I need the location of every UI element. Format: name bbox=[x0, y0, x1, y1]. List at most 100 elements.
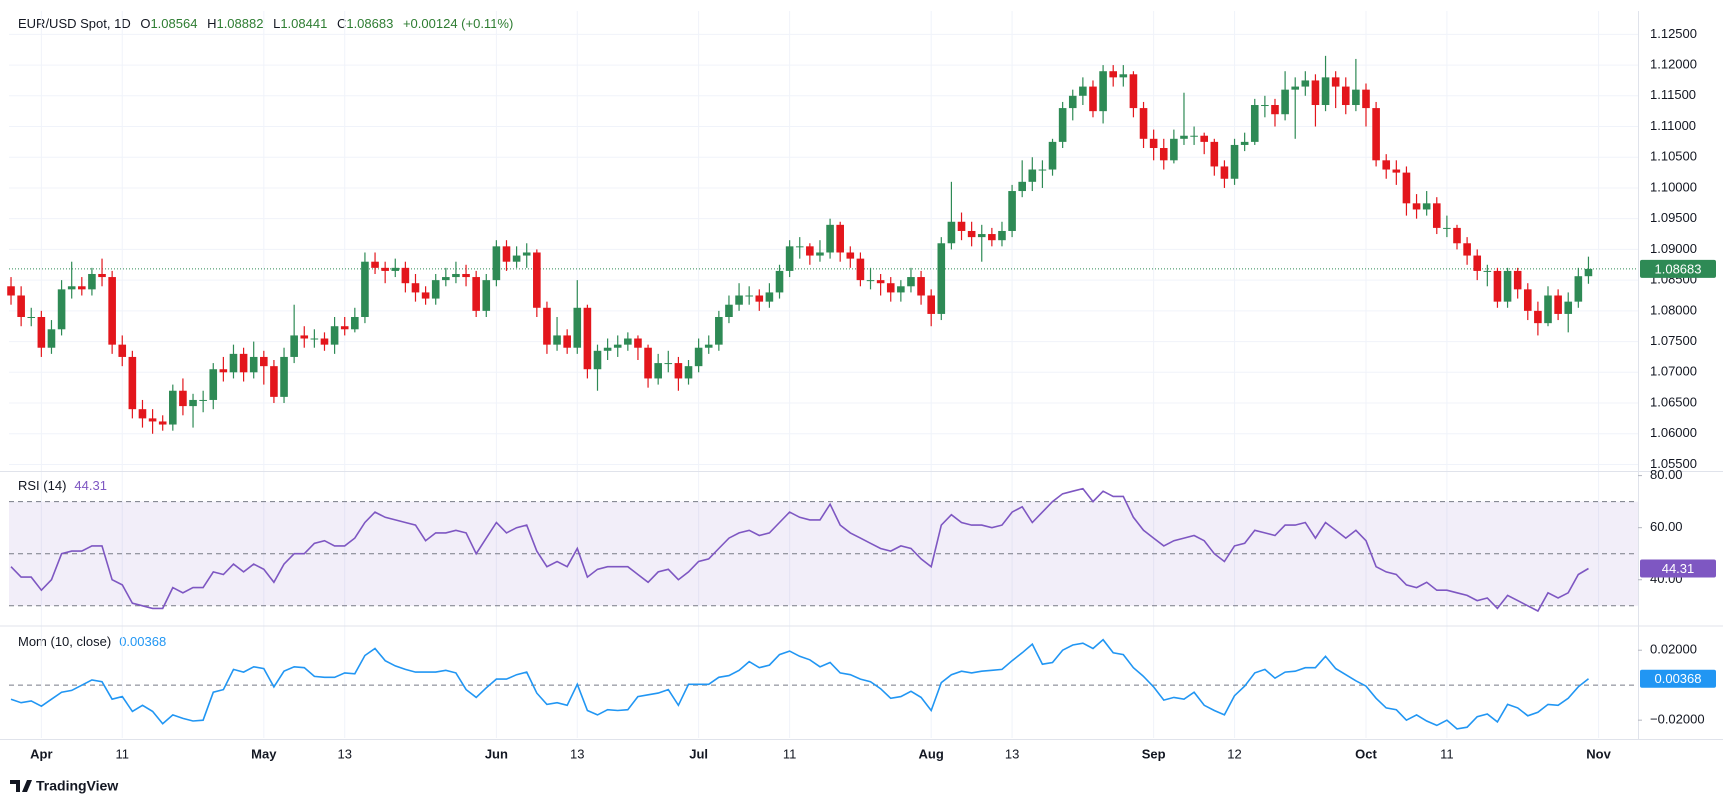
last-value-label: 0.00368 bbox=[1655, 671, 1702, 686]
x-tick-label: May bbox=[251, 746, 277, 761]
last-value-badge bbox=[1640, 259, 1716, 278]
y-tick-label: 1.05500 bbox=[1650, 456, 1697, 471]
candle-body bbox=[1058, 108, 1067, 142]
candle-body bbox=[785, 246, 794, 271]
candle-body bbox=[725, 304, 733, 317]
candle-body bbox=[977, 234, 986, 238]
y-tick-label: 1.11500 bbox=[1650, 87, 1696, 102]
candle-body bbox=[664, 363, 673, 365]
candle-body bbox=[1220, 166, 1229, 179]
candle-body bbox=[927, 295, 935, 314]
candle-body bbox=[704, 344, 713, 348]
candle-body bbox=[644, 347, 652, 379]
candle-body bbox=[1119, 74, 1128, 78]
candle-body bbox=[1443, 227, 1451, 229]
candle-body bbox=[533, 252, 541, 308]
candle-body bbox=[1321, 77, 1330, 106]
candle-body bbox=[856, 258, 865, 281]
candle-body bbox=[442, 277, 450, 281]
x-tick-label: 12 bbox=[1227, 746, 1241, 761]
candle-body bbox=[795, 246, 804, 248]
candle-body bbox=[1038, 169, 1047, 171]
low-value: 1.08441 bbox=[280, 16, 327, 31]
candle-body bbox=[1574, 276, 1583, 302]
candle-body bbox=[917, 277, 925, 296]
candle-body bbox=[290, 335, 298, 357]
candle-body bbox=[270, 366, 278, 397]
candle-body bbox=[310, 338, 319, 340]
y-tick-label: 1.10500 bbox=[1650, 149, 1697, 164]
brand: TradingView bbox=[36, 778, 118, 794]
candle-body bbox=[1412, 203, 1421, 210]
candle-body bbox=[280, 356, 288, 397]
candle-body bbox=[27, 317, 36, 318]
candle-body bbox=[886, 283, 895, 293]
open-label: O bbox=[140, 16, 150, 31]
candle-body bbox=[593, 350, 602, 370]
candle-body bbox=[1493, 270, 1502, 302]
high-value: 1.08882 bbox=[216, 16, 263, 31]
change: +0.00124 (+0.11%) bbox=[403, 16, 513, 31]
candle-body bbox=[1422, 203, 1431, 210]
candle-body bbox=[806, 246, 814, 256]
candle-body bbox=[907, 277, 915, 287]
candle-body bbox=[1129, 74, 1138, 109]
y-tick-label: −0.02000 bbox=[1650, 712, 1705, 727]
candle-body bbox=[1503, 270, 1512, 302]
candle-body bbox=[836, 224, 844, 253]
candle-body bbox=[1230, 144, 1239, 179]
last-value-badge bbox=[1640, 559, 1716, 578]
candle-body bbox=[320, 338, 329, 345]
candle-body bbox=[300, 335, 309, 339]
x-tick-label: 11 bbox=[116, 746, 130, 761]
y-tick-label: 0.02000 bbox=[1650, 642, 1697, 657]
candle-body bbox=[522, 252, 531, 256]
y-tick-label: 1.11000 bbox=[1650, 118, 1696, 133]
candle-body bbox=[1402, 172, 1411, 204]
y-tick-label: 1.12500 bbox=[1650, 26, 1697, 41]
candle-body bbox=[148, 418, 157, 422]
candle-body bbox=[1301, 80, 1310, 87]
x-tick-label: Nov bbox=[1586, 746, 1611, 761]
candle-body bbox=[371, 261, 379, 268]
candle-body bbox=[1584, 268, 1593, 277]
candle-body bbox=[189, 399, 197, 407]
candle-body bbox=[1200, 135, 1209, 142]
candle-body bbox=[735, 295, 743, 305]
candle-body bbox=[1018, 181, 1026, 192]
candle-body bbox=[1432, 203, 1441, 228]
candle-body bbox=[452, 273, 460, 278]
candle-body bbox=[492, 246, 501, 281]
candle-body bbox=[634, 338, 642, 348]
candle-body bbox=[431, 280, 440, 299]
candle-body bbox=[1372, 108, 1380, 161]
y-tick-label: 1.08000 bbox=[1650, 302, 1697, 317]
candle-body bbox=[1250, 105, 1259, 142]
candle-body bbox=[613, 344, 622, 348]
candle-body bbox=[1068, 95, 1077, 109]
candle-body bbox=[674, 363, 683, 379]
marks bbox=[7, 55, 1593, 730]
candle-body bbox=[1008, 191, 1016, 231]
candle-body bbox=[1523, 289, 1532, 311]
y-tick-label: 1.09000 bbox=[1650, 241, 1697, 256]
candle-body bbox=[67, 286, 76, 290]
candle-body bbox=[745, 295, 753, 297]
open-value: 1.08564 bbox=[150, 16, 197, 31]
candle-body bbox=[1513, 270, 1522, 290]
x-tick-label: Sep bbox=[1142, 746, 1166, 761]
grid bbox=[0, 11, 1723, 740]
x-tick-label: 13 bbox=[570, 746, 584, 761]
candle-body bbox=[330, 326, 339, 345]
candle-body bbox=[1564, 301, 1573, 314]
candle-body bbox=[57, 289, 66, 330]
labels: Apr 11 May 13 Jun 13 Jul 11 Aug 13 Sep 12 Oct 11 Nov 1.… bbox=[30, 26, 1716, 761]
candle-body bbox=[78, 286, 86, 290]
candle-body bbox=[1554, 295, 1562, 314]
candle-body bbox=[128, 356, 137, 410]
candle-body bbox=[1099, 71, 1107, 112]
low-label: L bbox=[273, 16, 280, 31]
candle-body bbox=[826, 224, 834, 253]
candle-body bbox=[563, 335, 571, 348]
